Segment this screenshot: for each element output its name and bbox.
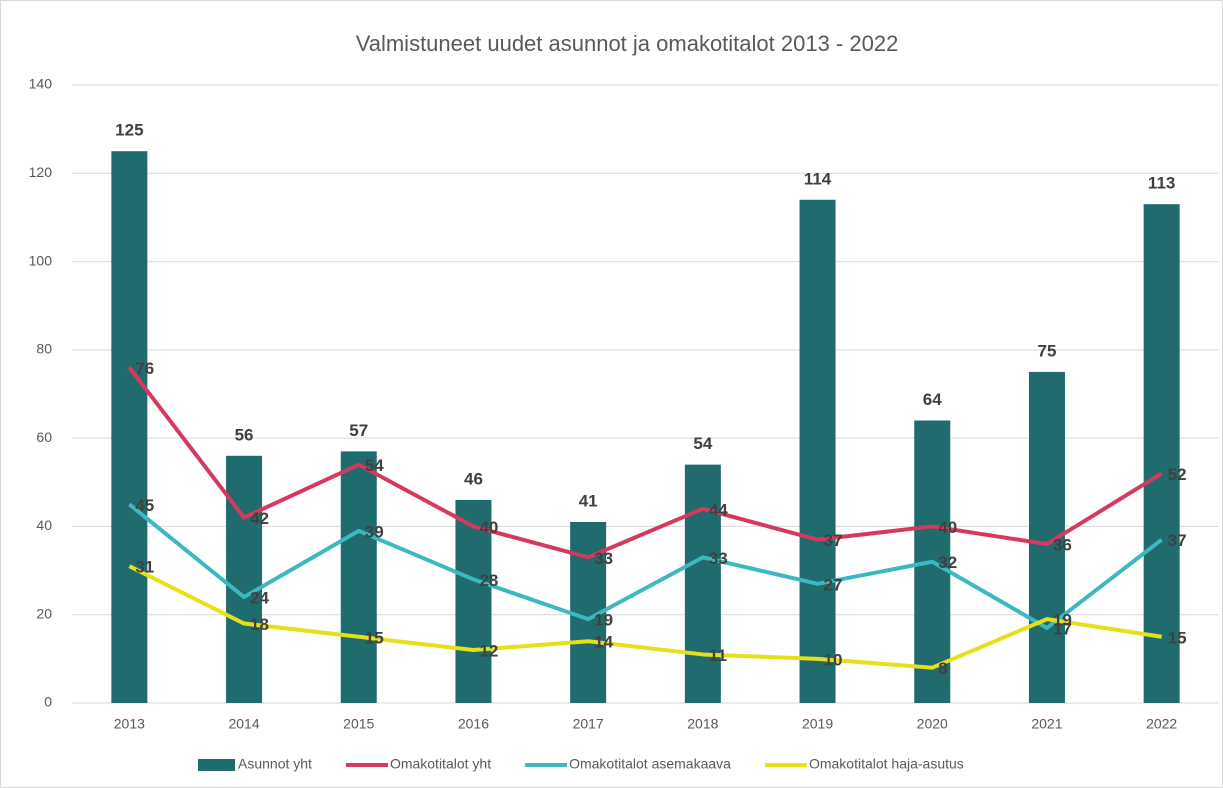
- data-label: 56: [235, 425, 254, 444]
- data-label: 10: [824, 650, 843, 669]
- y-tick-label: 20: [36, 605, 52, 621]
- data-label: 39: [365, 522, 384, 541]
- x-tick-label: 2020: [917, 716, 948, 732]
- data-label: 15: [365, 628, 384, 647]
- data-label: 28: [479, 571, 498, 590]
- data-label: 27: [824, 575, 843, 594]
- data-label: 113: [1148, 174, 1175, 193]
- y-tick-label: 100: [29, 252, 53, 268]
- chart-title: Valmistuneet uudet asunnot ja omakotital…: [356, 31, 899, 56]
- x-tick-label: 2019: [802, 716, 833, 732]
- bar: [455, 499, 492, 703]
- data-label: 31: [135, 558, 154, 577]
- data-label: 46: [464, 469, 483, 488]
- data-label: 36: [1053, 536, 1072, 555]
- x-tick-label: 2014: [228, 716, 259, 732]
- data-label: 52: [1168, 465, 1187, 484]
- data-label: 41: [579, 491, 598, 510]
- x-tick-label: 2015: [343, 716, 374, 732]
- legend-label: Omakotitalot haja-asutus: [809, 756, 964, 772]
- data-label: 57: [349, 421, 368, 440]
- data-label: 64: [923, 390, 942, 409]
- x-tick-label: 2021: [1031, 716, 1062, 732]
- data-label: 76: [135, 359, 154, 378]
- data-label: 33: [594, 549, 613, 568]
- data-label: 54: [365, 456, 384, 475]
- bar: [684, 464, 721, 703]
- data-label: 8: [938, 659, 947, 678]
- data-label: 54: [693, 434, 712, 453]
- bar: [340, 451, 377, 703]
- bar: [1143, 204, 1180, 703]
- data-label: 44: [709, 500, 728, 519]
- data-label: 37: [1168, 531, 1187, 550]
- bar: [111, 151, 148, 703]
- bar: [226, 455, 263, 703]
- x-tick-label: 2013: [114, 716, 145, 732]
- y-tick-label: 40: [36, 517, 52, 533]
- data-label: 40: [479, 518, 498, 537]
- data-label: 32: [938, 553, 957, 572]
- x-tick-label: 2016: [458, 716, 489, 732]
- y-tick-label: 80: [36, 341, 52, 357]
- legend-label: Omakotitalot yht: [390, 756, 491, 772]
- data-label: 114: [804, 169, 832, 188]
- x-tick-label: 2022: [1146, 716, 1177, 732]
- bar: [799, 199, 836, 703]
- y-tick-label: 120: [29, 164, 53, 180]
- data-label: 40: [938, 518, 957, 537]
- data-label: 19: [1053, 611, 1072, 630]
- data-label: 33: [709, 549, 728, 568]
- data-label: 75: [1037, 341, 1056, 360]
- legend-label: Asunnot yht: [238, 756, 312, 772]
- y-tick-label: 60: [36, 429, 52, 445]
- data-label: 37: [824, 531, 843, 550]
- data-label: 125: [115, 121, 143, 140]
- data-label: 14: [594, 633, 613, 652]
- data-label: 15: [1168, 628, 1187, 647]
- data-label: 12: [479, 642, 498, 661]
- data-label: 18: [250, 615, 269, 634]
- y-tick-label: 140: [29, 76, 53, 92]
- data-label: 42: [250, 509, 269, 528]
- line: [128, 564, 1162, 670]
- y-tick-label: 0: [44, 694, 52, 710]
- x-tick-label: 2017: [573, 716, 604, 732]
- line: [128, 502, 1163, 630]
- data-label: 11: [709, 646, 727, 665]
- x-tick-label: 2018: [687, 716, 718, 732]
- data-label: 24: [250, 589, 269, 608]
- data-label: 45: [135, 496, 154, 515]
- line: [127, 366, 1163, 560]
- data-label: 19: [594, 611, 613, 630]
- data-label: 17: [1053, 619, 1072, 638]
- legend-label: Omakotitalot asemakaava: [569, 756, 731, 772]
- legend-swatch: [198, 759, 235, 771]
